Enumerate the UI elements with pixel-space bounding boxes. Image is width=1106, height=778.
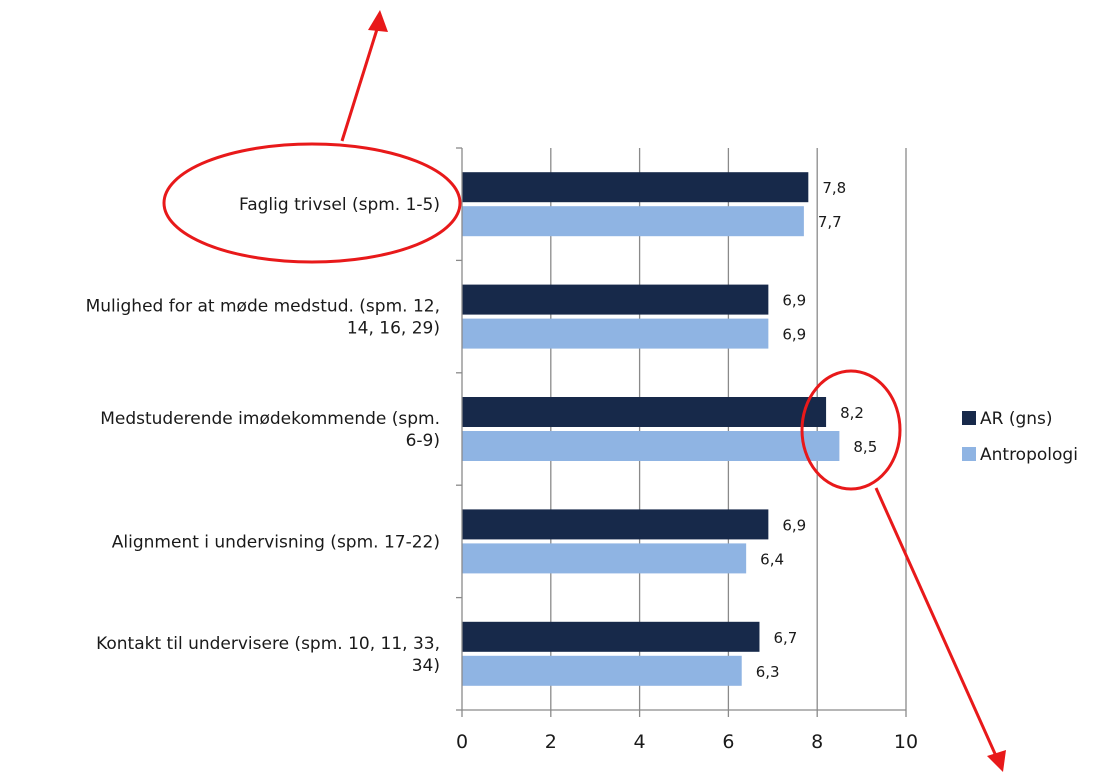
x-tick-label: 4 bbox=[634, 731, 646, 753]
category-label-line: Mulighed for at møde medstud. (spm. 12, bbox=[86, 297, 440, 317]
x-tick-label: 10 bbox=[894, 731, 918, 753]
legend-swatch bbox=[962, 447, 976, 461]
data-label: 6,9 bbox=[782, 326, 806, 344]
category-label-line: Medstuderende imødekommende (spm. bbox=[100, 409, 440, 429]
category-label-line: 6-9) bbox=[406, 431, 440, 451]
x-tick-label: 2 bbox=[545, 731, 557, 753]
bar bbox=[462, 206, 804, 237]
bar bbox=[462, 431, 840, 461]
category-label-line: Alignment i undervisning (spm. 17-22) bbox=[112, 532, 440, 552]
annotation-arrow-line bbox=[340, 25, 380, 142]
data-label: 6,9 bbox=[782, 516, 806, 534]
annotation-ellipse bbox=[800, 369, 902, 491]
bar bbox=[462, 172, 809, 203]
data-label: 8,2 bbox=[840, 404, 864, 422]
legend-label: AR (gns) bbox=[980, 409, 1053, 429]
data-label: 6,7 bbox=[773, 629, 797, 647]
bars bbox=[462, 172, 840, 686]
bar bbox=[462, 318, 769, 349]
data-label: 8,5 bbox=[853, 438, 877, 456]
bar bbox=[462, 543, 747, 574]
category-label: Alignment i undervisning (spm. 17-22) bbox=[112, 532, 440, 552]
legend: AR (gns) Antropologi bbox=[962, 409, 1078, 465]
bar bbox=[462, 621, 760, 652]
bar bbox=[462, 509, 769, 540]
bar bbox=[462, 284, 769, 315]
data-label: 6,3 bbox=[756, 663, 780, 681]
annotation-arrow-line bbox=[874, 487, 998, 757]
x-tick-label: 8 bbox=[811, 731, 823, 753]
annotations bbox=[162, 10, 1006, 772]
data-label: 6,9 bbox=[782, 292, 806, 310]
legend-label: Antropologi bbox=[980, 445, 1078, 465]
data-label: 7,7 bbox=[818, 213, 842, 231]
category-label-line: 34) bbox=[412, 656, 440, 676]
annotation-arrow-head bbox=[368, 10, 388, 32]
x-tick-label: 6 bbox=[722, 731, 734, 753]
labels: 0 2 4 6 8 10 7,8 7,7 Faglig trivsel (spm. 1-5) 6,… bbox=[86, 179, 918, 753]
data-label: 7,8 bbox=[822, 179, 846, 197]
x-tick-label: 0 bbox=[456, 731, 468, 753]
bar bbox=[462, 655, 742, 686]
bar bbox=[462, 397, 827, 427]
category-label-line: Kontakt til undervisere (spm. 10, 11, 33… bbox=[96, 634, 440, 654]
category-label: Faglig trivsel (spm. 1-5) bbox=[239, 195, 440, 215]
legend-swatch bbox=[962, 411, 976, 425]
annotation-ellipse bbox=[162, 142, 462, 264]
category-label: Mulighed for at møde medstud. (spm. 12, 1… bbox=[86, 297, 440, 339]
grid-lines bbox=[550, 148, 907, 710]
category-label-line: 14, 16, 29) bbox=[347, 319, 440, 339]
category-label: Kontakt til undervisere (spm. 10, 11, 33… bbox=[96, 634, 440, 676]
axes bbox=[456, 147, 907, 717]
category-label-line: Faglig trivsel (spm. 1-5) bbox=[239, 195, 440, 215]
annotation-arrow-head bbox=[987, 750, 1006, 772]
category-label: Medstuderende imødekommende (spm. 6-9) bbox=[100, 409, 440, 451]
data-label: 6,4 bbox=[760, 550, 784, 568]
